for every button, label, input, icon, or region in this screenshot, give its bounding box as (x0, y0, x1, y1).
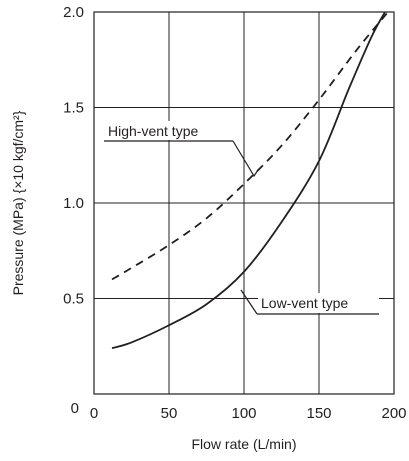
data-curves (111, 11, 389, 350)
low-vent-label-mask (258, 293, 379, 313)
high-vent-callout: High-vent type (104, 121, 259, 178)
grid-lines (94, 12, 394, 394)
x-tick-label: 0 (90, 405, 98, 422)
low-vent-callout: Low-vent type (240, 289, 379, 315)
x-tick-label: 200 (381, 405, 406, 422)
y-tick-label: 1.5 (63, 100, 84, 117)
low-vent-label: Low-vent type (261, 295, 348, 311)
x-axis-label: Flow rate (L/min) (191, 436, 296, 452)
high-vent-label: High-vent type (108, 123, 198, 139)
y-axis-label: Pressure (MPa) {×10 kgf/cm²} (10, 110, 26, 295)
y-tick-label: 0.5 (63, 291, 84, 308)
high-vent-curve (111, 11, 389, 281)
y-tick-label: 1.0 (63, 195, 84, 212)
tick-labels: 0 50 100 150 200 0 0.5 1.0 1.5 2.0 (63, 4, 406, 422)
x-tick-label: 150 (306, 405, 331, 422)
x-tick-label: 100 (231, 405, 256, 422)
y-tick-label: 2.0 (63, 4, 84, 21)
y-tick-label: 0 (71, 400, 79, 417)
low-vent-callout-leader (240, 289, 258, 315)
low-vent-curve (111, 11, 386, 350)
high-vent-callout-leader (232, 140, 259, 178)
high-vent-label-mask (104, 121, 234, 140)
x-tick-label: 50 (161, 405, 178, 422)
plot-frame (93, 11, 395, 395)
